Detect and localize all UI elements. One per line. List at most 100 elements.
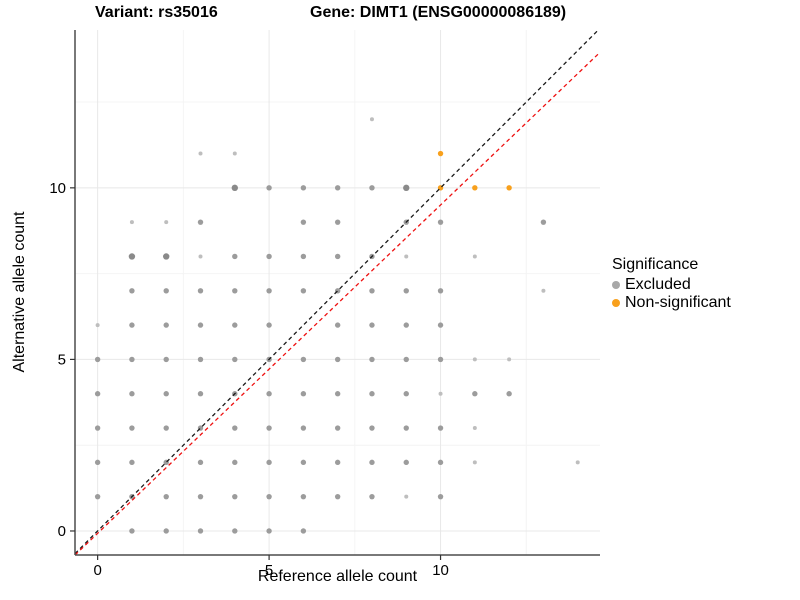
data-point-excluded — [472, 254, 477, 259]
legend-item-excluded: Excluded — [612, 276, 731, 293]
data-point-excluded — [232, 425, 238, 431]
data-point-excluded — [163, 425, 169, 431]
data-point-excluded — [163, 288, 169, 294]
data-point-excluded — [472, 391, 478, 397]
data-point-excluded — [403, 184, 410, 192]
data-point-excluded — [541, 288, 546, 293]
fit-line — [74, 51, 601, 556]
data-point-excluded — [369, 425, 375, 431]
data-point-excluded — [300, 185, 307, 191]
data-point-excluded — [232, 322, 238, 328]
legend: Significance Excluded Non-significant — [612, 256, 731, 312]
data-point-excluded — [300, 493, 307, 500]
data-point-excluded — [266, 425, 272, 431]
data-point-excluded — [437, 288, 444, 294]
x-tick-label: 0 — [93, 562, 101, 579]
data-point-excluded — [334, 219, 341, 225]
data-point-excluded — [369, 356, 375, 363]
data-point-non-significant — [437, 150, 444, 157]
data-point-excluded — [403, 391, 409, 397]
data-point-excluded — [128, 253, 136, 260]
data-point-excluded — [197, 356, 204, 363]
data-point-excluded — [197, 493, 204, 500]
excluded-swatch-icon — [612, 280, 620, 289]
legend-item-label: Excluded — [625, 276, 691, 293]
data-point-excluded — [334, 493, 341, 500]
data-point-excluded — [334, 322, 341, 328]
data-point-excluded — [403, 356, 409, 363]
data-point-excluded — [300, 288, 307, 294]
data-point-excluded — [232, 253, 238, 260]
data-point-excluded — [438, 391, 443, 396]
data-point-excluded — [369, 493, 375, 500]
data-point-excluded — [231, 184, 238, 192]
data-point-excluded — [163, 322, 169, 328]
data-point-excluded — [369, 459, 375, 466]
data-point-excluded — [129, 322, 135, 328]
data-point-excluded — [300, 459, 307, 466]
data-point-excluded — [404, 254, 409, 259]
data-point-excluded — [129, 425, 135, 431]
data-point-excluded — [403, 322, 409, 328]
data-point-excluded — [369, 322, 375, 328]
data-point-excluded — [163, 391, 169, 397]
data-point-excluded — [266, 459, 272, 466]
legend-item-non-significant: Non-significant — [612, 294, 731, 311]
data-point-excluded — [369, 391, 375, 397]
x-axis-label: Reference allele count — [257, 568, 418, 585]
data-point-excluded — [575, 460, 580, 465]
data-point-excluded — [403, 288, 409, 294]
data-point-excluded — [334, 185, 341, 191]
data-point-excluded — [266, 391, 272, 397]
legend-item-label: Non-significant — [625, 294, 731, 311]
data-point-excluded — [198, 254, 203, 259]
data-point-excluded — [94, 493, 101, 500]
data-point-excluded — [334, 391, 341, 397]
data-point-excluded — [472, 460, 477, 465]
data-point-excluded — [163, 356, 169, 363]
data-point-excluded — [163, 253, 170, 260]
data-point-excluded — [197, 391, 204, 397]
data-point-excluded — [232, 459, 238, 466]
data-point-excluded — [404, 494, 409, 499]
data-point-excluded — [129, 288, 135, 294]
y-axis-label: Alternative allele count — [11, 211, 28, 373]
data-point-excluded — [266, 288, 272, 294]
data-point-excluded — [507, 357, 512, 362]
data-point-excluded — [369, 288, 375, 294]
data-point-excluded — [95, 323, 100, 328]
data-point-excluded — [198, 151, 203, 156]
data-point-excluded — [300, 528, 307, 534]
data-point-excluded — [437, 493, 444, 500]
data-point-excluded — [232, 493, 238, 500]
data-point-non-significant — [472, 185, 478, 191]
data-point-excluded — [197, 219, 204, 225]
data-point-excluded — [266, 185, 272, 191]
data-point-excluded — [437, 425, 444, 431]
data-point-excluded — [369, 185, 375, 191]
data-point-excluded — [472, 426, 477, 431]
data-point-excluded — [232, 288, 238, 294]
data-point-excluded — [300, 253, 307, 260]
data-point-excluded — [163, 493, 169, 500]
data-point-excluded — [266, 528, 272, 534]
data-point-excluded — [129, 459, 135, 466]
data-point-excluded — [369, 117, 374, 122]
data-point-excluded — [334, 425, 341, 431]
gene-title: Gene: DIMT1 (ENSG00000086189) — [310, 4, 567, 21]
data-point-excluded — [232, 356, 238, 363]
data-point-excluded — [129, 528, 135, 534]
data-point-excluded — [232, 151, 237, 156]
data-point-excluded — [437, 356, 444, 363]
data-point-excluded — [197, 288, 204, 294]
data-point-excluded — [334, 253, 341, 260]
y-tick-label: 10 — [49, 180, 66, 197]
y-tick-label: 0 — [58, 523, 66, 540]
non-significant-swatch-icon — [612, 298, 620, 307]
data-point-excluded — [300, 391, 307, 397]
data-point-excluded — [94, 391, 101, 397]
data-point-excluded — [129, 356, 135, 363]
x-tick-label: 5 — [265, 562, 273, 579]
